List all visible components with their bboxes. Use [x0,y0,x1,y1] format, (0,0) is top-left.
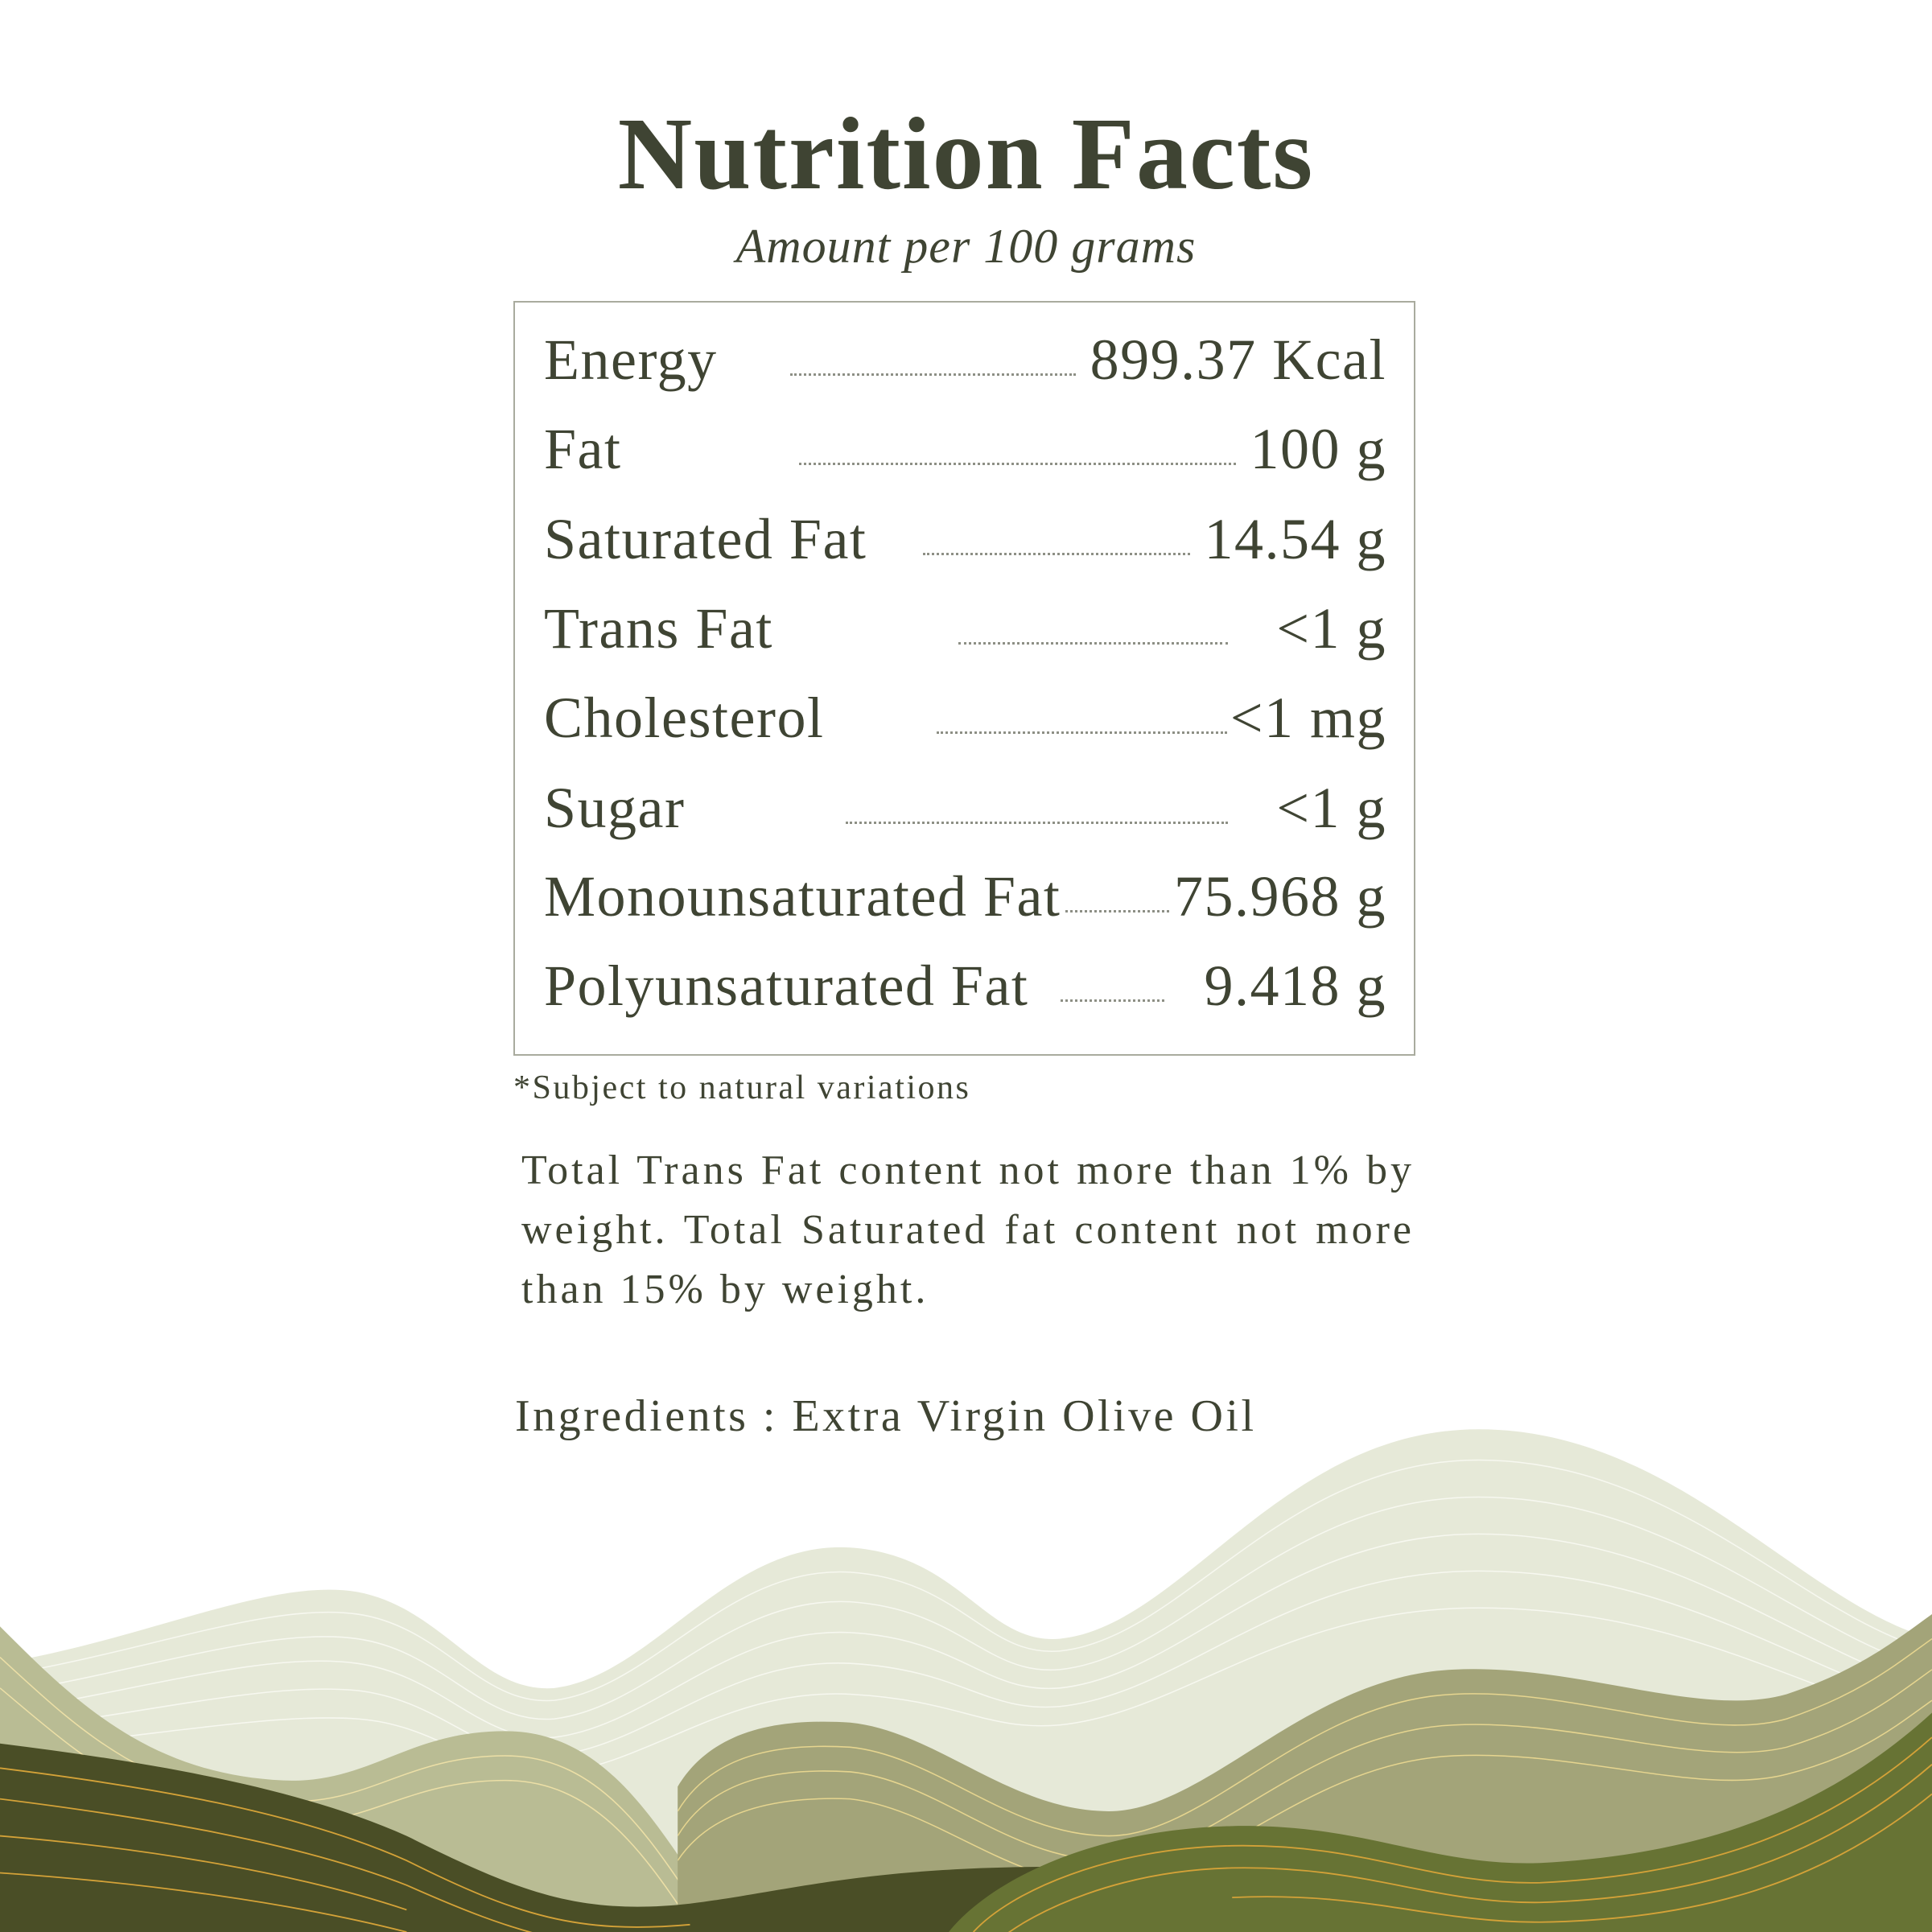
hill-dark-layer [0,1743,1060,1932]
row-label: Monounsaturated Fat [544,864,1061,929]
nutrition-row-polyunsaturated-fat: Polyunsaturated Fat 9.418 g [544,953,1386,1033]
dotted-leader [789,373,1076,376]
row-value: <1 mg [1230,686,1386,750]
row-label: Cholesterol [544,686,825,750]
dotted-leader [923,553,1190,555]
page-title: Nutrition Facts [617,97,1315,211]
nutrition-row-trans-fat: Trans Fat <1 g [544,595,1386,676]
dotted-leader [1061,999,1164,1002]
row-value: 9.418 g [1204,954,1386,1018]
serving-subtitle: Amount per 100 grams [735,220,1197,273]
row-value: <1 g [1276,596,1386,661]
row-value: 14.54 g [1204,507,1386,571]
dotted-leader [798,463,1236,465]
row-label: Saturated Fat [544,507,867,571]
dotted-leader [937,731,1227,734]
row-value: 75.968 g [1174,864,1386,929]
row-label: Energy [544,327,718,392]
nutrition-row-monounsaturated-fat: Monounsaturated Fat 75.968 g [544,863,1386,944]
row-label: Fat [544,417,622,481]
nutrition-row-sugar: Sugar <1 g [544,775,1386,855]
fat-content-statement: Total Trans Fat content not more than 1%… [521,1147,1415,1312]
row-label: Polyunsaturated Fat [544,954,1029,1018]
row-value: <1 g [1276,776,1386,840]
footnote: *Subject to natural variations [513,1069,971,1106]
dotted-leader [1065,910,1169,912]
row-label: Sugar [544,776,686,840]
hill-olive-layer [678,1613,1932,1932]
row-value: 899.37 Kcal [1090,327,1386,392]
nutrition-row-saturated-fat: Saturated Fat 14.54 g [544,506,1386,587]
nutrition-row-cholesterol: Cholesterol <1 mg [544,685,1386,765]
nutrition-row-energy: Energy 899.37 Kcal [544,327,1386,407]
dotted-leader [958,642,1229,645]
nutrition-row-fat: Fat 100 g [544,416,1386,496]
row-value: 100 g [1250,417,1386,481]
hill-light-layer [0,1429,1932,1932]
nutrition-table: Energy 899.37 Kcal Fat 100 g Saturated Fat… [513,301,1415,1056]
dotted-leader [846,822,1229,824]
hill-green-layer [949,1712,1932,1932]
ingredients-line: Ingredients : Extra Virgin Olive Oil [515,1391,1257,1441]
row-label: Trans Fat [544,596,773,661]
